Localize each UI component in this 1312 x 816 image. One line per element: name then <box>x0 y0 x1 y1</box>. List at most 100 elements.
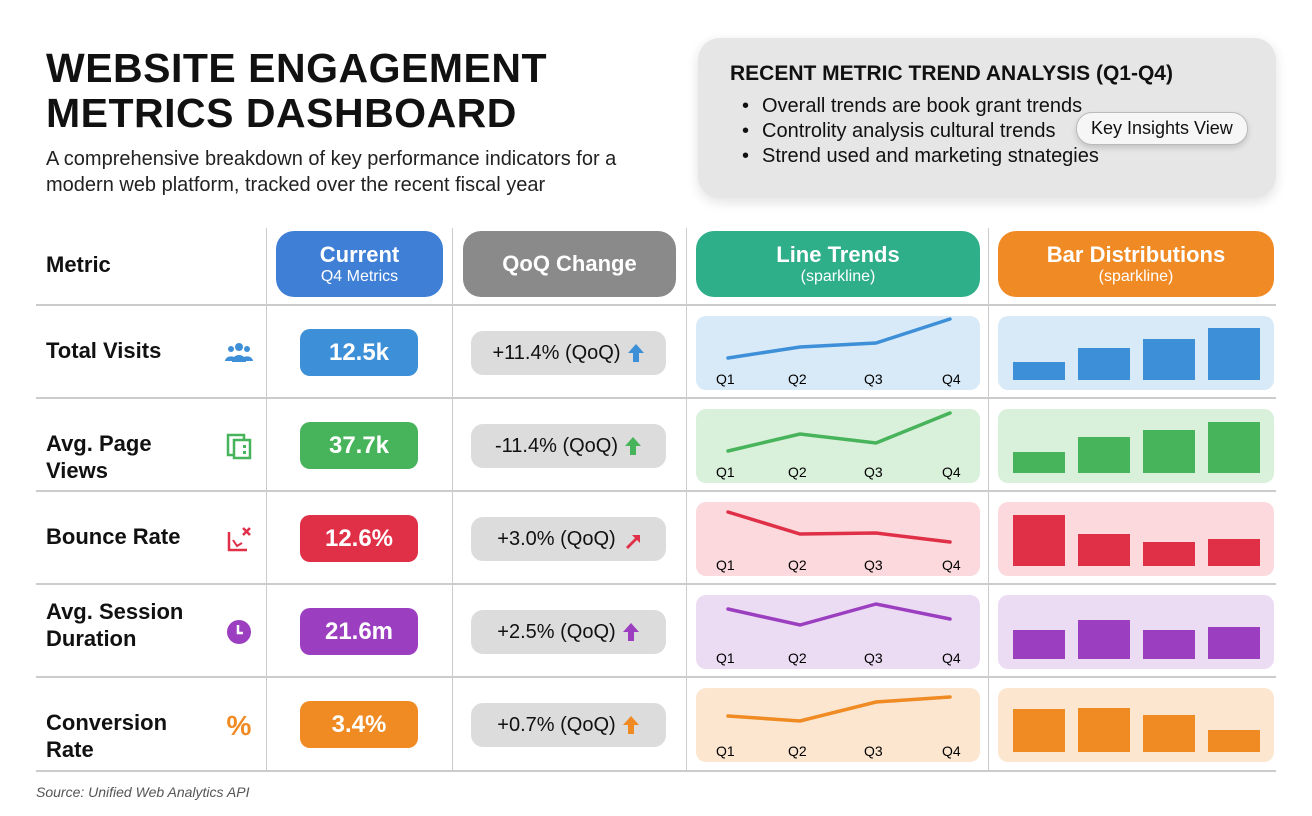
quarter-label: Q1 <box>716 743 735 759</box>
bar-sparkline <box>998 595 1274 669</box>
quarter-label: Q2 <box>788 371 807 387</box>
source-note: Source: Unified Web Analytics API <box>36 784 250 800</box>
header-current: Current Q4 Metrics <box>276 231 443 297</box>
key-insights-view-button[interactable]: Key Insights View <box>1076 112 1248 145</box>
current-value-badge: 37.7k <box>300 422 418 469</box>
divider <box>452 228 453 771</box>
table-row: Avg. Session Duration 21.6m +2.5% (QoQ) … <box>0 585 1312 678</box>
quarter-label: Q4 <box>942 743 961 759</box>
row-divider <box>36 770 1276 772</box>
line-sparkline: Q1 Q2 Q3 Q4 <box>696 502 980 576</box>
current-value-badge: 12.5k <box>300 329 418 376</box>
insight-item: Overall trends are book grant trends <box>730 94 1244 119</box>
quarter-label: Q1 <box>716 650 735 666</box>
qoq-change-text: +0.7% (QoQ) <box>497 713 616 736</box>
arrow-up-icon <box>625 437 641 455</box>
metric-name: Avg. Session Duration <box>46 599 184 651</box>
metric-name: Bounce Rate <box>46 524 181 549</box>
sparkline-bar <box>1078 437 1130 473</box>
line-sparkline: Q1 Q2 Q3 Q4 <box>696 316 980 390</box>
sparkline-bar <box>1143 430 1195 473</box>
qoq-change-badge: +0.7% (QoQ) <box>471 703 666 747</box>
sparkline-bar <box>1208 627 1260 659</box>
table-row: Avg. Page Views 37.7k -11.4% (QoQ) Q1 Q2 Q… <box>0 399 1312 492</box>
table-row: Total Visits 12.5k +11.4% (QoQ) Q1 Q2 Q3 Q4 <box>0 306 1312 399</box>
svg-text:%: % <box>227 710 252 740</box>
header-qoq-change: QoQ Change <box>463 231 676 297</box>
sparkline-bar <box>1013 515 1065 566</box>
header-bar-distributions: Bar Distributions (sparkline) <box>998 231 1274 297</box>
sparkline-bar <box>1143 339 1195 380</box>
quarter-label: Q2 <box>788 464 807 480</box>
divider <box>988 228 989 771</box>
bar-sparkline <box>998 316 1274 390</box>
header-line-trends: Line Trends (sparkline) <box>696 231 980 297</box>
quarter-label: Q3 <box>864 743 883 759</box>
page-title: WEBSITE ENGAGEMENT METRICS DASHBOARD <box>46 45 548 136</box>
sparkline-line <box>726 411 952 453</box>
sparkline-bar <box>1013 452 1065 473</box>
sparkline-line <box>726 602 952 627</box>
percent-icon: % <box>227 710 252 740</box>
divider <box>266 228 267 771</box>
qoq-change-text: +11.4% (QoQ) <box>492 341 621 364</box>
bounce-icon <box>227 527 251 552</box>
quarter-label: Q2 <box>788 557 807 573</box>
quarter-label: Q4 <box>942 650 961 666</box>
row-divider <box>36 397 1276 399</box>
quarter-label: Q2 <box>788 650 807 666</box>
qoq-change-text: +3.0% (QoQ) <box>497 527 616 550</box>
divider <box>686 228 687 771</box>
row-divider <box>36 304 1276 306</box>
metric-name: Avg. Page Views <box>46 431 152 483</box>
metric-name: Conversion Rate <box>46 710 168 762</box>
sparkline-bar <box>1078 534 1130 566</box>
quarter-label: Q3 <box>864 650 883 666</box>
arrow-up-icon <box>622 623 639 641</box>
sparkline-bar <box>1013 630 1065 659</box>
bar-sparkline <box>998 502 1274 576</box>
quarter-label: Q2 <box>788 743 807 759</box>
arrow-up-icon <box>627 344 644 362</box>
users-icon <box>225 343 253 362</box>
current-value-badge: 3.4% <box>300 701 418 748</box>
quarter-label: Q4 <box>942 371 961 387</box>
sparkline-bar <box>1078 708 1130 752</box>
bar-sparkline <box>998 688 1274 762</box>
metric-name: Total Visits <box>46 338 162 363</box>
qoq-change-badge: +2.5% (QoQ) <box>471 610 666 654</box>
sparkline-bar <box>1143 630 1195 659</box>
quarter-label: Q1 <box>716 557 735 573</box>
qoq-change-text: +2.5% (QoQ) <box>497 620 616 643</box>
quarter-label: Q1 <box>716 464 735 480</box>
sparkline-bar <box>1208 328 1260 380</box>
line-sparkline: Q1 Q2 Q3 Q4 <box>696 595 980 669</box>
sparkline-bar <box>1078 620 1130 659</box>
insights-heading: RECENT METRIC TREND ANALYSIS (Q1-Q4) <box>730 62 1173 85</box>
line-sparkline: Q1 Q2 Q3 Q4 <box>696 688 980 762</box>
qoq-change-badge: +3.0% (QoQ) <box>471 517 666 561</box>
sparkline-line <box>726 695 952 723</box>
quarter-label: Q1 <box>716 371 735 387</box>
sparkline-bar <box>1013 709 1065 752</box>
current-value-badge: 12.6% <box>300 515 418 562</box>
qoq-change-text: -11.4% (QoQ) <box>495 434 618 457</box>
sparkline-line <box>726 317 952 360</box>
line-sparkline: Q1 Q2 Q3 Q4 <box>696 409 980 483</box>
sparkline-bar <box>1208 539 1260 566</box>
table-row: Bounce Rate 12.6% +3.0% (QoQ) Q1 Q2 Q3 Q4 <box>0 492 1312 585</box>
bar-sparkline <box>998 409 1274 483</box>
arrow-up-right-icon <box>625 535 640 549</box>
insights-panel: RECENT METRIC TREND ANALYSIS (Q1-Q4) Ove… <box>698 38 1276 198</box>
qoq-change-badge: -11.4% (QoQ) <box>471 424 666 468</box>
row-divider <box>36 490 1276 492</box>
current-value-badge: 21.6m <box>300 608 418 655</box>
sparkline-bar <box>1143 542 1195 566</box>
arrow-up-icon <box>622 716 639 734</box>
sparkline-bar <box>1143 715 1195 752</box>
table-row: Conversion Rate % 3.4% +0.7% (QoQ) Q1 Q2 Q… <box>0 678 1312 771</box>
qoq-change-badge: +11.4% (QoQ) <box>471 331 666 375</box>
row-divider <box>36 583 1276 585</box>
quarter-label: Q4 <box>942 557 961 573</box>
quarter-label: Q3 <box>864 371 883 387</box>
